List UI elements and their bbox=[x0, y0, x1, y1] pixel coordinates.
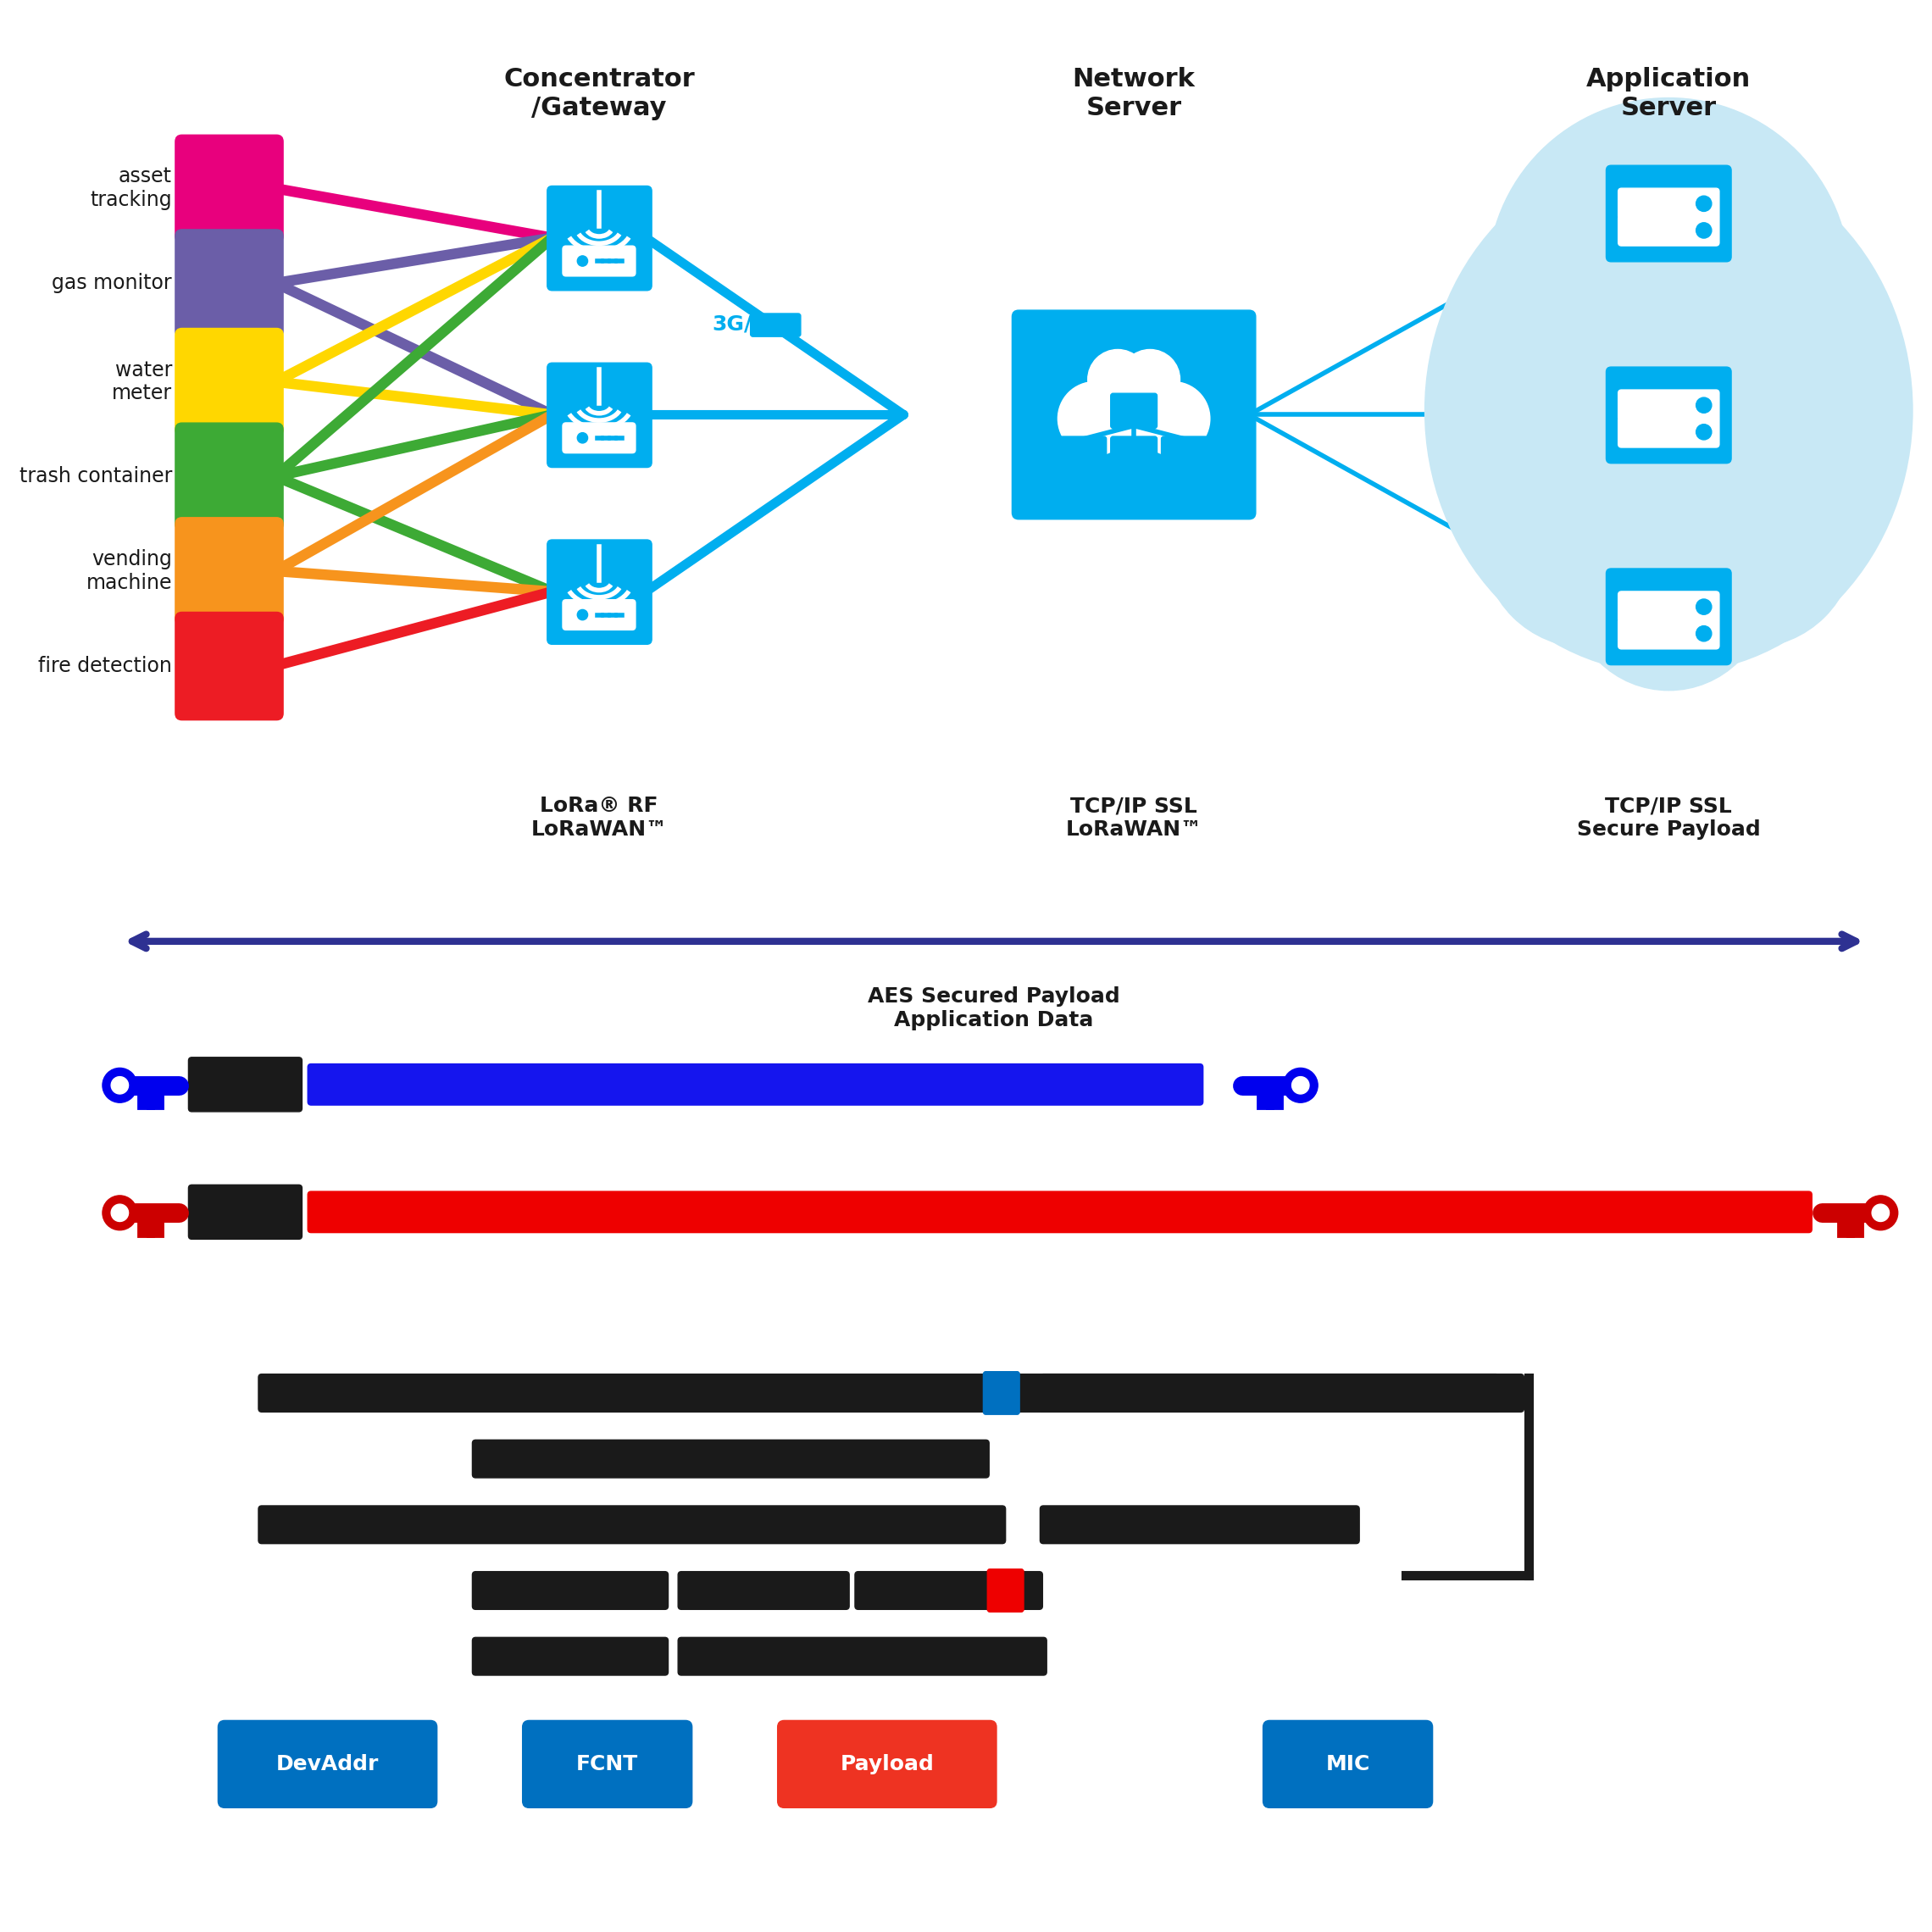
FancyBboxPatch shape bbox=[777, 1721, 997, 1808]
Text: LoRa® RF
LoRaWAN™: LoRa® RF LoRaWAN™ bbox=[531, 796, 667, 840]
Circle shape bbox=[1644, 437, 1855, 647]
FancyBboxPatch shape bbox=[1619, 591, 1719, 622]
FancyBboxPatch shape bbox=[176, 612, 284, 721]
Circle shape bbox=[1862, 1196, 1897, 1231]
Text: trash container: trash container bbox=[19, 466, 172, 487]
FancyBboxPatch shape bbox=[1111, 437, 1157, 471]
Circle shape bbox=[1696, 425, 1712, 440]
FancyBboxPatch shape bbox=[1619, 417, 1719, 448]
FancyBboxPatch shape bbox=[471, 1571, 668, 1609]
FancyBboxPatch shape bbox=[750, 313, 800, 336]
Circle shape bbox=[1696, 626, 1712, 641]
FancyBboxPatch shape bbox=[547, 539, 651, 643]
Text: FCNT: FCNT bbox=[576, 1754, 638, 1774]
FancyBboxPatch shape bbox=[189, 1184, 301, 1238]
FancyBboxPatch shape bbox=[547, 363, 651, 468]
Circle shape bbox=[1696, 195, 1712, 211]
Text: asset
tracking: asset tracking bbox=[91, 166, 172, 211]
FancyBboxPatch shape bbox=[176, 423, 284, 531]
Circle shape bbox=[1488, 99, 1849, 460]
Circle shape bbox=[1696, 398, 1712, 413]
FancyBboxPatch shape bbox=[562, 599, 636, 630]
FancyBboxPatch shape bbox=[176, 230, 284, 338]
FancyBboxPatch shape bbox=[176, 328, 284, 437]
Circle shape bbox=[1696, 222, 1712, 238]
Circle shape bbox=[1121, 350, 1180, 410]
FancyBboxPatch shape bbox=[307, 1192, 1812, 1233]
Circle shape bbox=[1696, 599, 1712, 614]
FancyBboxPatch shape bbox=[678, 1638, 1047, 1675]
Text: Concentrator
/Gateway: Concentrator /Gateway bbox=[504, 68, 696, 120]
FancyBboxPatch shape bbox=[471, 1638, 668, 1675]
FancyBboxPatch shape bbox=[562, 245, 636, 276]
FancyBboxPatch shape bbox=[1619, 618, 1719, 649]
Text: MIC: MIC bbox=[1325, 1754, 1370, 1774]
Circle shape bbox=[1712, 352, 1897, 535]
FancyBboxPatch shape bbox=[1111, 394, 1157, 429]
FancyBboxPatch shape bbox=[1605, 166, 1731, 261]
Text: TCP/IP SSL
LoRaWAN™: TCP/IP SSL LoRaWAN™ bbox=[1066, 796, 1202, 840]
Text: 3G/: 3G/ bbox=[711, 315, 752, 334]
FancyBboxPatch shape bbox=[1061, 437, 1107, 471]
FancyBboxPatch shape bbox=[259, 1505, 1005, 1544]
Circle shape bbox=[1283, 1068, 1318, 1103]
Text: AES Secured Payload
Application Data: AES Secured Payload Application Data bbox=[867, 987, 1121, 1030]
FancyBboxPatch shape bbox=[1605, 367, 1731, 464]
Circle shape bbox=[112, 1204, 128, 1221]
FancyBboxPatch shape bbox=[856, 1571, 1043, 1609]
Text: gas monitor: gas monitor bbox=[52, 272, 172, 294]
Circle shape bbox=[1084, 354, 1184, 456]
FancyBboxPatch shape bbox=[1264, 1721, 1432, 1808]
FancyBboxPatch shape bbox=[218, 1721, 437, 1808]
FancyBboxPatch shape bbox=[1619, 187, 1719, 218]
FancyBboxPatch shape bbox=[1039, 1374, 1524, 1412]
Circle shape bbox=[1059, 383, 1132, 456]
Circle shape bbox=[578, 611, 587, 620]
Circle shape bbox=[1136, 383, 1209, 456]
Circle shape bbox=[1088, 350, 1148, 410]
FancyBboxPatch shape bbox=[176, 135, 284, 243]
Ellipse shape bbox=[1424, 147, 1913, 674]
Circle shape bbox=[112, 1076, 128, 1094]
Circle shape bbox=[1482, 437, 1692, 647]
FancyBboxPatch shape bbox=[176, 518, 284, 626]
Text: Application
Server: Application Server bbox=[1586, 68, 1750, 120]
Circle shape bbox=[1293, 1076, 1310, 1094]
FancyBboxPatch shape bbox=[471, 1439, 989, 1478]
Text: fire detection: fire detection bbox=[39, 655, 172, 676]
Text: vending
machine: vending machine bbox=[87, 549, 172, 593]
FancyBboxPatch shape bbox=[1619, 390, 1719, 421]
FancyBboxPatch shape bbox=[522, 1721, 692, 1808]
FancyBboxPatch shape bbox=[983, 1372, 1020, 1414]
Circle shape bbox=[1571, 493, 1768, 690]
FancyBboxPatch shape bbox=[1619, 214, 1719, 245]
Circle shape bbox=[1648, 245, 1880, 477]
FancyBboxPatch shape bbox=[307, 1065, 1204, 1105]
FancyBboxPatch shape bbox=[678, 1571, 850, 1609]
Text: Network
Server: Network Server bbox=[1072, 68, 1196, 120]
FancyBboxPatch shape bbox=[1161, 437, 1208, 471]
FancyBboxPatch shape bbox=[1039, 1505, 1360, 1544]
Text: water
meter: water meter bbox=[112, 359, 172, 404]
FancyBboxPatch shape bbox=[1012, 311, 1256, 520]
FancyBboxPatch shape bbox=[259, 1374, 1499, 1412]
FancyBboxPatch shape bbox=[189, 1057, 301, 1111]
Text: Payload: Payload bbox=[840, 1754, 933, 1774]
Circle shape bbox=[1434, 344, 1633, 543]
Text: DevAddr: DevAddr bbox=[276, 1754, 379, 1774]
Circle shape bbox=[102, 1196, 137, 1231]
FancyBboxPatch shape bbox=[562, 423, 636, 452]
FancyBboxPatch shape bbox=[987, 1569, 1024, 1611]
Circle shape bbox=[102, 1068, 137, 1103]
Circle shape bbox=[578, 255, 587, 267]
Circle shape bbox=[578, 433, 587, 442]
FancyBboxPatch shape bbox=[547, 185, 651, 290]
Circle shape bbox=[1449, 236, 1698, 487]
FancyBboxPatch shape bbox=[1605, 568, 1731, 665]
Circle shape bbox=[1872, 1204, 1889, 1221]
Text: TCP/IP SSL
Secure Payload: TCP/IP SSL Secure Payload bbox=[1577, 796, 1760, 840]
